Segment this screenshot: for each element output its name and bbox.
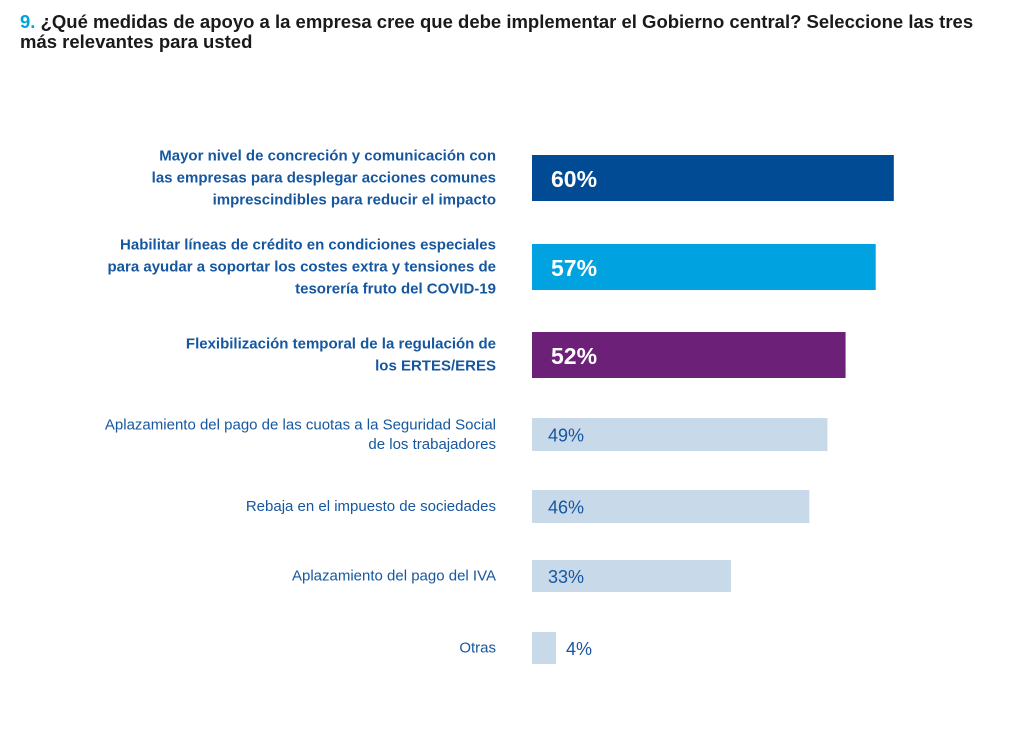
bar-4	[532, 418, 828, 451]
bar-3	[532, 332, 846, 378]
category-label-line: tesorería fruto del COVID-19	[295, 281, 496, 298]
category-label-3: Flexibilización temporal de la regulació…	[186, 336, 496, 375]
category-label-line: los ERTES/ERES	[375, 358, 496, 375]
bar-value-label-3: 52%	[551, 343, 597, 369]
category-label-line: Rebaja en el impuesto de sociedades	[246, 498, 496, 515]
category-label-line: imprescindibles para reducir el impacto	[213, 192, 496, 209]
bar-7	[532, 632, 557, 664]
bar-2	[532, 244, 876, 290]
bar-6	[532, 560, 731, 592]
bar-value-label-6: 33%	[548, 567, 584, 587]
category-label-line: Mayor nivel de concreción y comunicación…	[159, 148, 496, 165]
category-label-5: Rebaja en el impuesto de sociedades	[246, 498, 496, 515]
category-label-line: Aplazamiento del pago de las cuotas a la…	[105, 416, 496, 433]
bar-value-label-2: 57%	[551, 255, 597, 281]
category-label-line: de los trabajadores	[368, 436, 496, 453]
question-number: 9.	[20, 11, 36, 32]
category-label-4: Aplazamiento del pago de las cuotas a la…	[105, 416, 496, 453]
bar-value-label-1: 60%	[551, 166, 597, 192]
category-label-line: Aplazamiento del pago del IVA	[292, 568, 496, 585]
bar-value-label-4: 49%	[548, 426, 584, 446]
bar-1	[532, 155, 894, 201]
category-label-6: Aplazamiento del pago del IVA	[292, 568, 496, 585]
category-label-7: Otras	[459, 640, 496, 657]
bar-value-label-7: 4%	[566, 639, 592, 659]
bar-value-label-5: 46%	[548, 498, 584, 518]
question-text: ¿Qué medidas de apoyo a la empresa cree …	[20, 11, 974, 52]
category-label-line: para ayudar a soportar los costes extra …	[108, 259, 497, 276]
category-label-line: Otras	[459, 640, 496, 657]
chart-title: 9. ¿Qué medidas de apoyo a la empresa cr…	[20, 12, 995, 52]
category-label-2: Habilitar líneas de crédito en condicion…	[108, 237, 497, 298]
category-label-line: Habilitar líneas de crédito en condicion…	[120, 237, 496, 254]
bar-5	[532, 490, 810, 523]
category-label-line: las empresas para desplegar acciones com…	[152, 170, 496, 187]
category-label-line: Flexibilización temporal de la regulació…	[186, 336, 496, 353]
category-label-1: Mayor nivel de concreción y comunicación…	[152, 148, 496, 209]
